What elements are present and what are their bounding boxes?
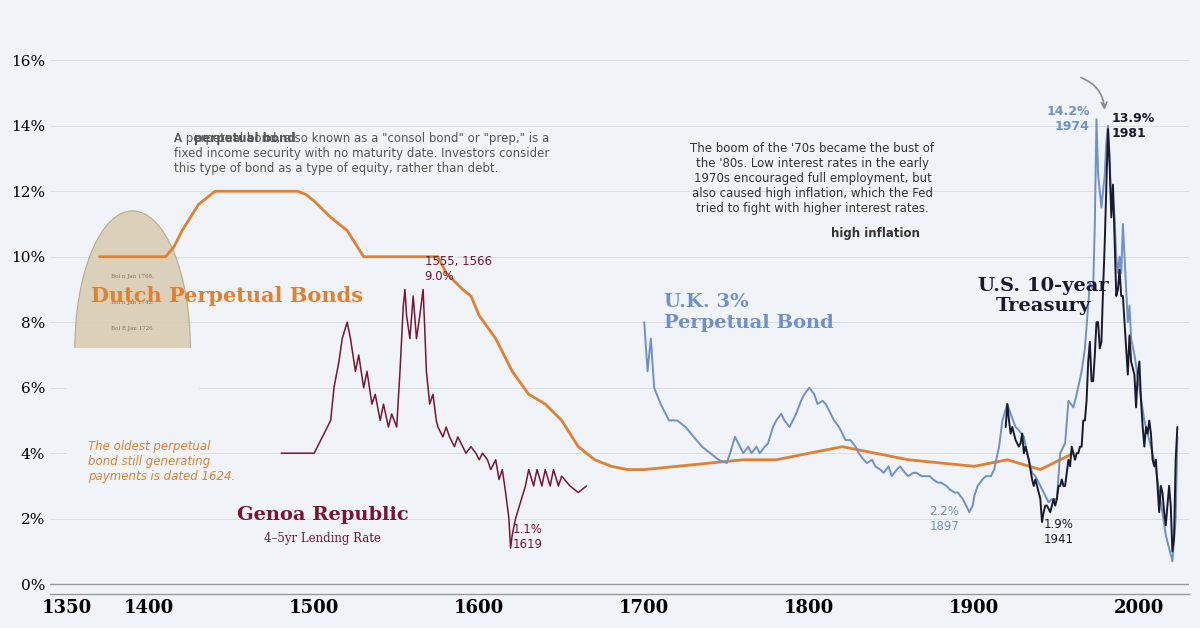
Text: A: A <box>174 133 186 145</box>
Text: Bol n Jan 1742.: Bol n Jan 1742. <box>112 300 154 305</box>
Ellipse shape <box>74 211 191 486</box>
Text: 4–5yr Lending Rate: 4–5yr Lending Rate <box>264 532 380 545</box>
Text: perpetual bond: perpetual bond <box>193 133 295 145</box>
Text: Bol n Jan 1768.: Bol n Jan 1768. <box>112 274 154 279</box>
Text: 14.2%
1974: 14.2% 1974 <box>1046 105 1090 133</box>
Text: U.S. 10-year
Treasury: U.S. 10-year Treasury <box>978 276 1109 315</box>
Polygon shape <box>67 349 199 519</box>
Text: Bol 10 Jan 1724.: Bol 10 Jan 1724. <box>109 379 156 384</box>
Text: 1.1%
1619: 1.1% 1619 <box>512 524 542 551</box>
Text: 2.2%
1897: 2.2% 1897 <box>930 505 960 533</box>
Text: The oldest perpetual
bond still generating
payments is dated 1624.: The oldest perpetual bond still generati… <box>88 440 235 483</box>
Text: 13.9%
1981: 13.9% 1981 <box>1111 112 1154 139</box>
Text: Bol 10/Jul 1723. Go: Bol 10/Jul 1723. Go <box>106 405 160 410</box>
Text: The boom of the '70s became the bust of
the '80s. Low interest rates in the earl: The boom of the '70s became the bust of … <box>690 142 935 215</box>
Text: A perpetual bond, also known as a "consol bond" or "prep," is a
fixed income sec: A perpetual bond, also known as a "conso… <box>174 133 550 175</box>
Text: Genoa Republic: Genoa Republic <box>236 506 408 524</box>
Text: 1.9%
1941: 1.9% 1941 <box>1044 518 1074 546</box>
Text: Bol n Jan 1725.: Bol n Jan 1725. <box>112 352 154 357</box>
Text: U.K. 3%
Perpetual Bond: U.K. 3% Perpetual Bond <box>664 293 834 332</box>
Text: 1555, 1566
9.0%: 1555, 1566 9.0% <box>425 255 492 283</box>
Text: high inflation: high inflation <box>830 227 919 241</box>
Text: Bol R Jan 1726.: Bol R Jan 1726. <box>110 327 155 331</box>
Text: Dutch Perpetual Bonds: Dutch Perpetual Bonds <box>91 286 364 306</box>
